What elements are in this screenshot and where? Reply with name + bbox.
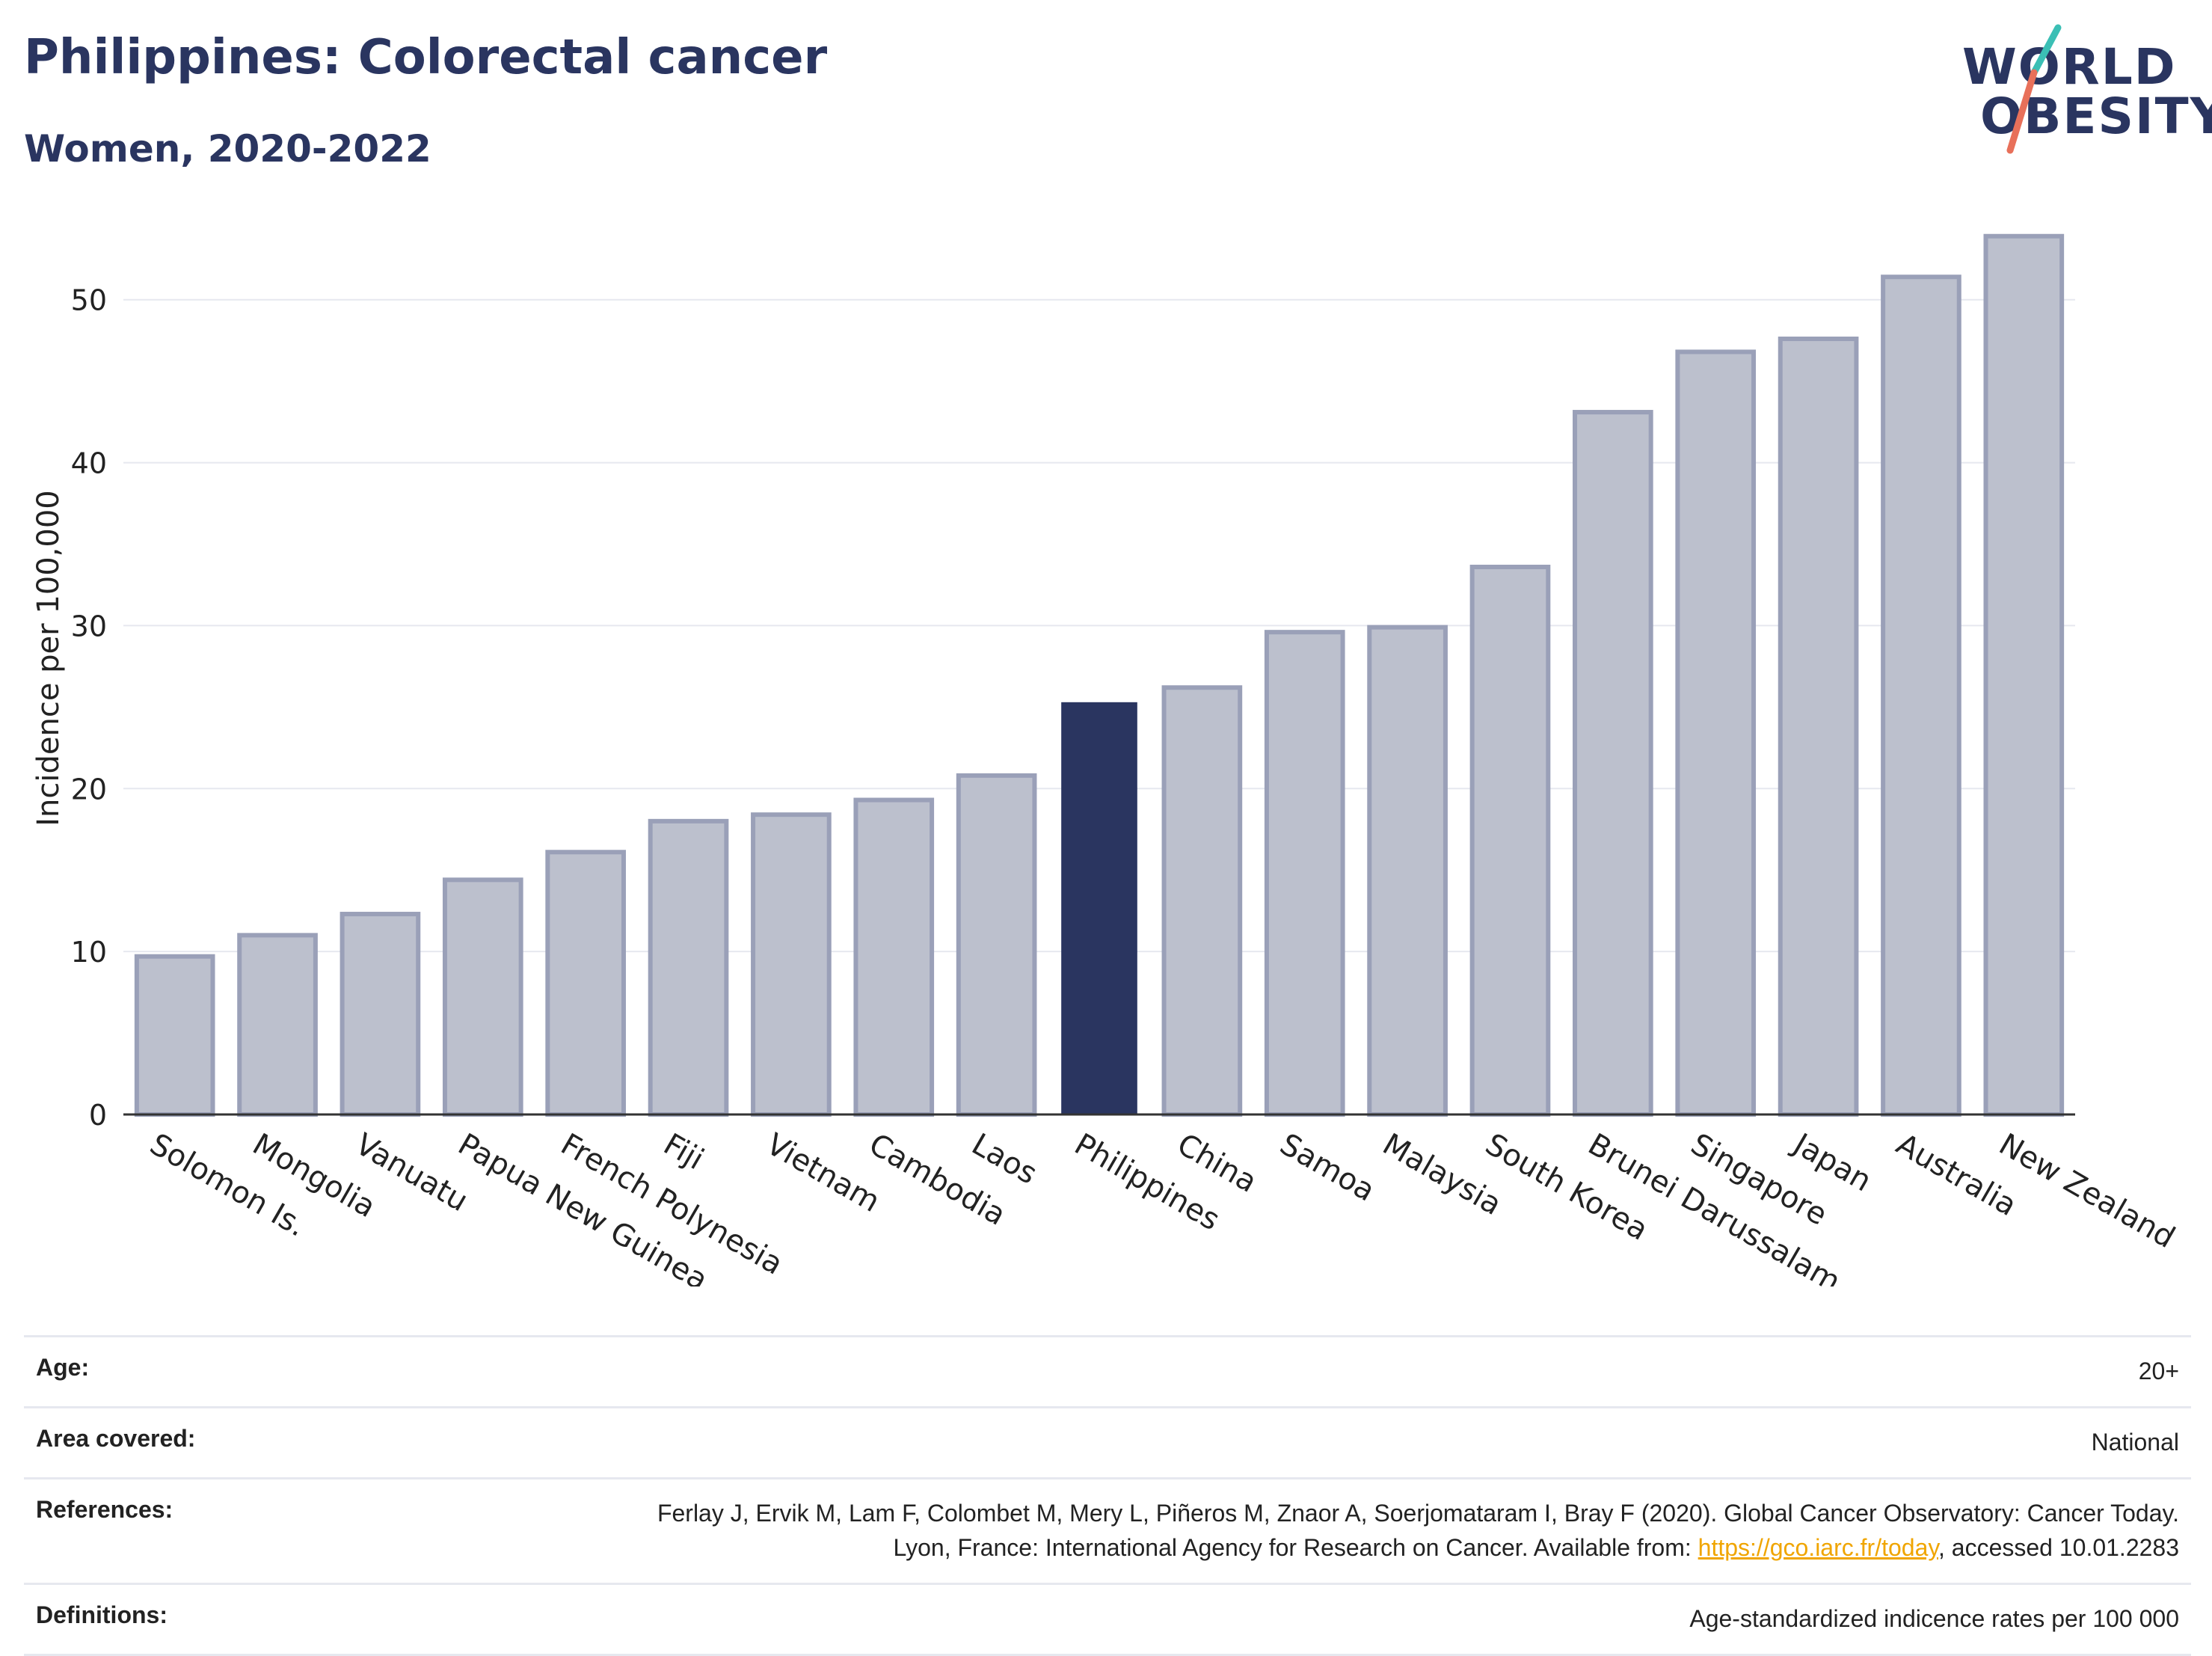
info-row-area: Area covered: National	[24, 1406, 2191, 1477]
y-tick-label: 30	[71, 610, 107, 643]
info-row-definitions: Definitions: Age-standardized indicence …	[24, 1583, 2191, 1656]
info-table: Age: 20+ Area covered: National Referenc…	[24, 1335, 2191, 1656]
bar	[1983, 233, 2065, 1117]
bar	[1367, 625, 1448, 1117]
references-label: References:	[36, 1496, 173, 1523]
logo-word-1: WORLD	[1962, 38, 2177, 96]
area-value: National	[2091, 1429, 2179, 1456]
bar	[1469, 565, 1551, 1117]
bar	[545, 850, 626, 1117]
x-tick-label: Laos	[966, 1127, 1043, 1192]
info-row-references: References: Ferlay J, Ervik M, Lam F, Co…	[24, 1477, 2191, 1583]
info-row-age: Age: 20+	[24, 1335, 2191, 1406]
bar	[751, 812, 832, 1117]
bar	[1881, 275, 1961, 1117]
bar	[956, 773, 1037, 1117]
age-value: 20+	[2138, 1358, 2179, 1384]
logo-slash-icon	[2006, 24, 2062, 154]
bar	[1675, 349, 1757, 1117]
bar	[340, 912, 421, 1117]
bar	[648, 818, 729, 1117]
y-axis-label: Incidence per 100,000	[31, 490, 66, 827]
references-value: Ferlay J, Ervik M, Lam F, Colombet M, Me…	[609, 1496, 2179, 1565]
y-tick-label: 50	[71, 284, 107, 317]
bar	[1264, 630, 1345, 1117]
area-label: Area covered:	[36, 1425, 196, 1452]
bar	[237, 933, 318, 1117]
bar	[442, 877, 523, 1117]
references-suffix: , accessed 10.01.2283	[1938, 1534, 2179, 1561]
x-tick-label: Vietnam	[761, 1127, 885, 1219]
bar	[134, 954, 215, 1117]
page-title: Philippines: Colorectal cancer	[24, 30, 828, 85]
age-label: Age:	[36, 1354, 90, 1381]
y-tick-label: 20	[71, 773, 107, 806]
definitions-value: Age-standardized indicence rates per 100…	[1689, 1605, 2179, 1632]
definitions-label: Definitions:	[36, 1601, 168, 1628]
references-text: Ferlay J, Ervik M, Lam F, Colombet M, Me…	[657, 1500, 2179, 1561]
y-tick-label: 0	[89, 1099, 107, 1132]
world-obesity-logo: WORLD OBESITY	[1944, 19, 2212, 161]
bar	[853, 797, 935, 1117]
references-link[interactable]: https://gco.iarc.fr/today	[1698, 1534, 1938, 1561]
x-tick-label: Fiji	[658, 1127, 710, 1177]
page-subtitle: Women, 2020-2022	[24, 127, 431, 171]
y-tick-label: 40	[71, 447, 107, 480]
bar	[1573, 410, 1653, 1117]
y-tick-label: 10	[71, 936, 107, 969]
bar	[1778, 337, 1859, 1117]
bar	[1161, 685, 1243, 1117]
bar	[1061, 702, 1137, 1114]
x-tick-label: New Zealand	[1993, 1127, 2181, 1255]
x-tick-label: Samoa	[1274, 1127, 1380, 1209]
